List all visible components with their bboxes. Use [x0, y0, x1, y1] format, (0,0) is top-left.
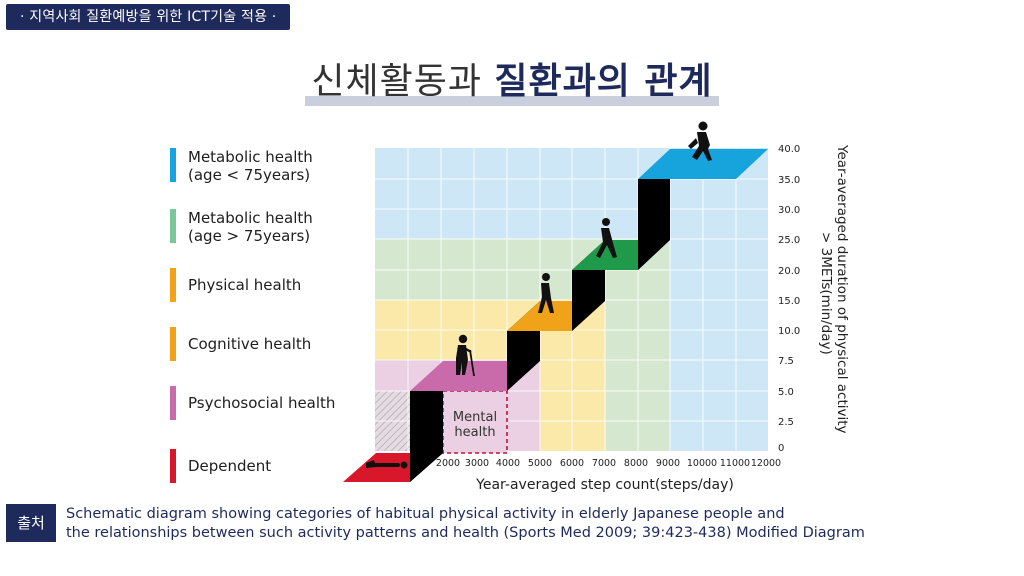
page-title-light: 신체활동과 — [311, 61, 495, 102]
riser-4 — [638, 179, 670, 270]
legend-label: Dependent — [188, 457, 272, 475]
y-tick: 15.0 — [778, 296, 800, 307]
x-tick: 10000 — [687, 458, 717, 469]
legend-item-metabolic-young: Metabolic health (age < 75years) — [170, 148, 313, 184]
y-tick: 2.5 — [778, 417, 794, 428]
person-lying-icon — [366, 460, 408, 469]
legend-swatch — [170, 449, 176, 483]
x-tick: 5000 — [528, 458, 552, 469]
legend-label: Psychosocial health — [188, 394, 336, 412]
y-tick: 5.0 — [778, 387, 794, 398]
x-tick: 3000 — [465, 458, 489, 469]
y-tick: 20.0 — [778, 266, 800, 277]
person-cane-icon — [456, 334, 475, 377]
x-tick: 7000 — [592, 458, 616, 469]
x-tick: 9000 — [656, 458, 680, 469]
legend-label: Metabolic health (age > 75years) — [188, 209, 313, 245]
legend-swatch — [170, 386, 176, 420]
x-tick: 6000 — [560, 458, 584, 469]
legend-label: Cognitive health — [188, 335, 312, 353]
legend-swatch — [170, 268, 176, 302]
y-tick: 30.0 — [778, 205, 800, 216]
x-tick: 12000 — [751, 458, 781, 469]
x-tick: 8000 — [624, 458, 648, 469]
legend-item-dependent: Dependent — [170, 449, 271, 483]
y-tick: 25.0 — [778, 235, 800, 246]
x-tick-labels: 2000 3000 4000 5000 6000 7000 8000 9000 … — [436, 458, 781, 469]
y-tick: 10.0 — [778, 326, 800, 337]
person-running-icon — [688, 121, 712, 161]
x-axis-title: Year-averaged step count(steps/day) — [475, 477, 734, 493]
source-line-1: Schematic diagram showing categories of … — [66, 506, 785, 522]
mental-health-label-1: Mental — [453, 410, 497, 425]
legend-label: Metabolic health (age < 75years) — [188, 148, 313, 184]
page-title: 신체활동과 질환과의 관계 — [305, 52, 719, 106]
legend-label: Physical health — [188, 276, 302, 294]
x-tick: 11000 — [720, 458, 750, 469]
step-metabolic-young — [638, 149, 768, 179]
y-axis-title-1: Year-averaged duration of physical activ… — [834, 144, 850, 434]
legend-swatch — [170, 148, 176, 182]
legend-item-psychosocial: Psychosocial health — [170, 386, 335, 420]
legend-item-cognitive: Cognitive health — [170, 327, 311, 361]
person-walking-icon — [596, 218, 617, 258]
legend-swatch — [170, 327, 176, 361]
y-axis-title-2: > 3METs(min/day) — [818, 232, 834, 355]
legend: Metabolic health (age < 75years) Metabol… — [170, 148, 370, 488]
header-tag: · 지역사회 질환예방을 위한 ICT기술 적용 · — [6, 4, 291, 30]
mental-health-box — [442, 390, 508, 454]
source-label: 출처 — [6, 504, 56, 542]
y-tick: 35.0 — [778, 175, 800, 186]
legend-swatch — [170, 209, 176, 243]
person-walking-slow-icon — [538, 273, 554, 313]
y-tick-labels: 40.0 35.0 30.0 25.0 20.0 15.0 10.0 7.5 5… — [778, 144, 800, 454]
y-tick: 0 — [778, 443, 784, 454]
legend-item-physical: Physical health — [170, 268, 301, 302]
x-tick: 4000 — [496, 458, 520, 469]
source-text: Schematic diagram showing categories of … — [66, 505, 966, 543]
x-tick: 2000 — [436, 458, 460, 469]
source-line-2: the relationships between such activity … — [66, 525, 865, 541]
riser-1 — [410, 391, 443, 482]
page-title-bold: 질환과의 관계 — [494, 61, 713, 102]
legend-item-metabolic-old: Metabolic health (age > 75years) — [170, 209, 313, 245]
y-tick: 7.5 — [778, 356, 794, 367]
staircase — [343, 149, 768, 482]
mental-health-label-2: health — [454, 425, 495, 440]
y-tick: 40.0 — [778, 144, 800, 155]
